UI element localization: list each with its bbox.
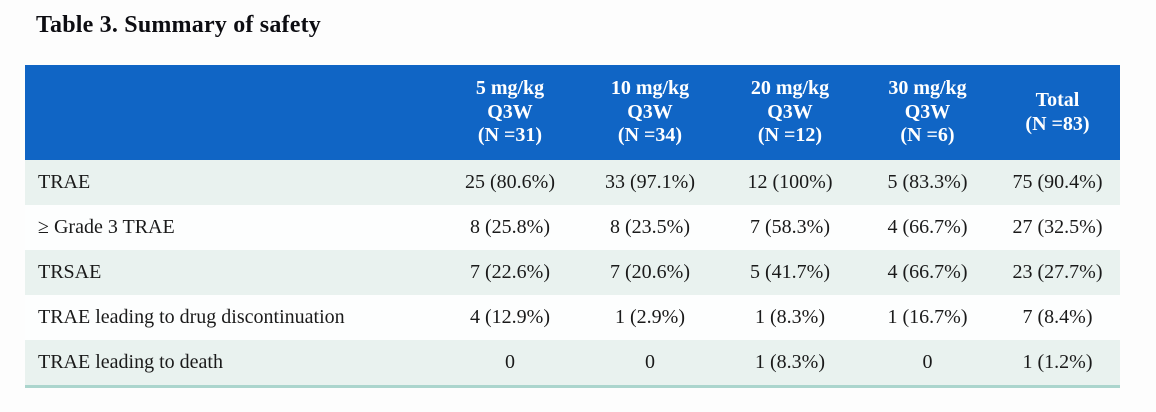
header-5mgkg: 5 mg/kg Q3W (N =31) bbox=[440, 65, 580, 160]
header-row: 5 mg/kg Q3W (N =31) 10 mg/kg Q3W (N =34)… bbox=[25, 65, 1120, 160]
cell-value: 0 bbox=[505, 351, 515, 373]
cell-value: 1 (2.9%) bbox=[615, 306, 685, 328]
cell-value: 0 bbox=[922, 351, 933, 373]
cell-value: 8 (23.5%) bbox=[610, 216, 690, 238]
table-row-trae-discontinuation: TRAE leading to drug discontinuation 4 (… bbox=[25, 295, 1120, 340]
cell-value: 27 (32.5%) bbox=[1012, 216, 1103, 238]
row-label: TRAE bbox=[38, 171, 91, 193]
cell-value: 7 (22.6%) bbox=[470, 261, 550, 283]
row-label: TRAE leading to death bbox=[38, 351, 223, 373]
table-row-trae-death: TRAE leading to death 0 0 1 (8.3%) 0 1 (… bbox=[25, 340, 1120, 387]
cell-value: 4 (66.7%) bbox=[887, 216, 968, 238]
header-total: Total (N =83) bbox=[995, 65, 1120, 160]
cell-value: 7 (8.4%) bbox=[1022, 306, 1093, 328]
cell-value: 8 (25.8%) bbox=[470, 216, 550, 238]
cell-value: 1 (16.7%) bbox=[887, 306, 968, 328]
table-row-trae: TRAE 25 (80.6%) 33 (97.1%) 12 (100%) 5 (… bbox=[25, 160, 1120, 205]
cell-value: 75 (90.4%) bbox=[1012, 171, 1103, 193]
header-20mgkg: 20 mg/kg Q3W (N =12) bbox=[720, 65, 860, 160]
table-row-grade3-trae: ≥ Grade 3 TRAE 8 (25.8%) 8 (23.5%) 7 (58… bbox=[25, 205, 1120, 250]
cell-value: 25 (80.6%) bbox=[465, 171, 555, 193]
table-title: Table 3. Summary of safety bbox=[36, 12, 321, 38]
header-30mgkg: 30 mg/kg Q3W (N =6) bbox=[860, 65, 995, 160]
cell-value: 4 (66.7%) bbox=[887, 261, 968, 283]
row-label: TRAE leading to drug discontinuation bbox=[38, 306, 345, 328]
cell-value: 1 (8.3%) bbox=[755, 306, 825, 328]
cell-value: 12 (100%) bbox=[747, 171, 833, 193]
cell-value: 0 bbox=[645, 351, 655, 373]
table-row-trsae: TRSAE 7 (22.6%) 7 (20.6%) 5 (41.7%) 4 (6… bbox=[25, 250, 1120, 295]
cell-value: 5 (83.3%) bbox=[887, 171, 968, 193]
cell-value: 7 (20.6%) bbox=[610, 261, 690, 283]
cell-value: 5 (41.7%) bbox=[750, 261, 830, 283]
cell-value: 33 (97.1%) bbox=[605, 171, 695, 193]
cell-value: 1 (1.2%) bbox=[1022, 351, 1093, 373]
row-label: TRSAE bbox=[38, 261, 102, 283]
safety-summary-table: 5 mg/kg Q3W (N =31) 10 mg/kg Q3W (N =34)… bbox=[25, 65, 1120, 388]
header-empty-cell bbox=[25, 65, 440, 160]
cell-value: 7 (58.3%) bbox=[750, 216, 830, 238]
header-10mgkg: 10 mg/kg Q3W (N =34) bbox=[580, 65, 720, 160]
row-label: ≥ Grade 3 TRAE bbox=[38, 216, 175, 238]
cell-value: 1 (8.3%) bbox=[755, 351, 825, 373]
cell-value: 23 (27.7%) bbox=[1012, 261, 1103, 283]
cell-value: 4 (12.9%) bbox=[470, 306, 550, 328]
